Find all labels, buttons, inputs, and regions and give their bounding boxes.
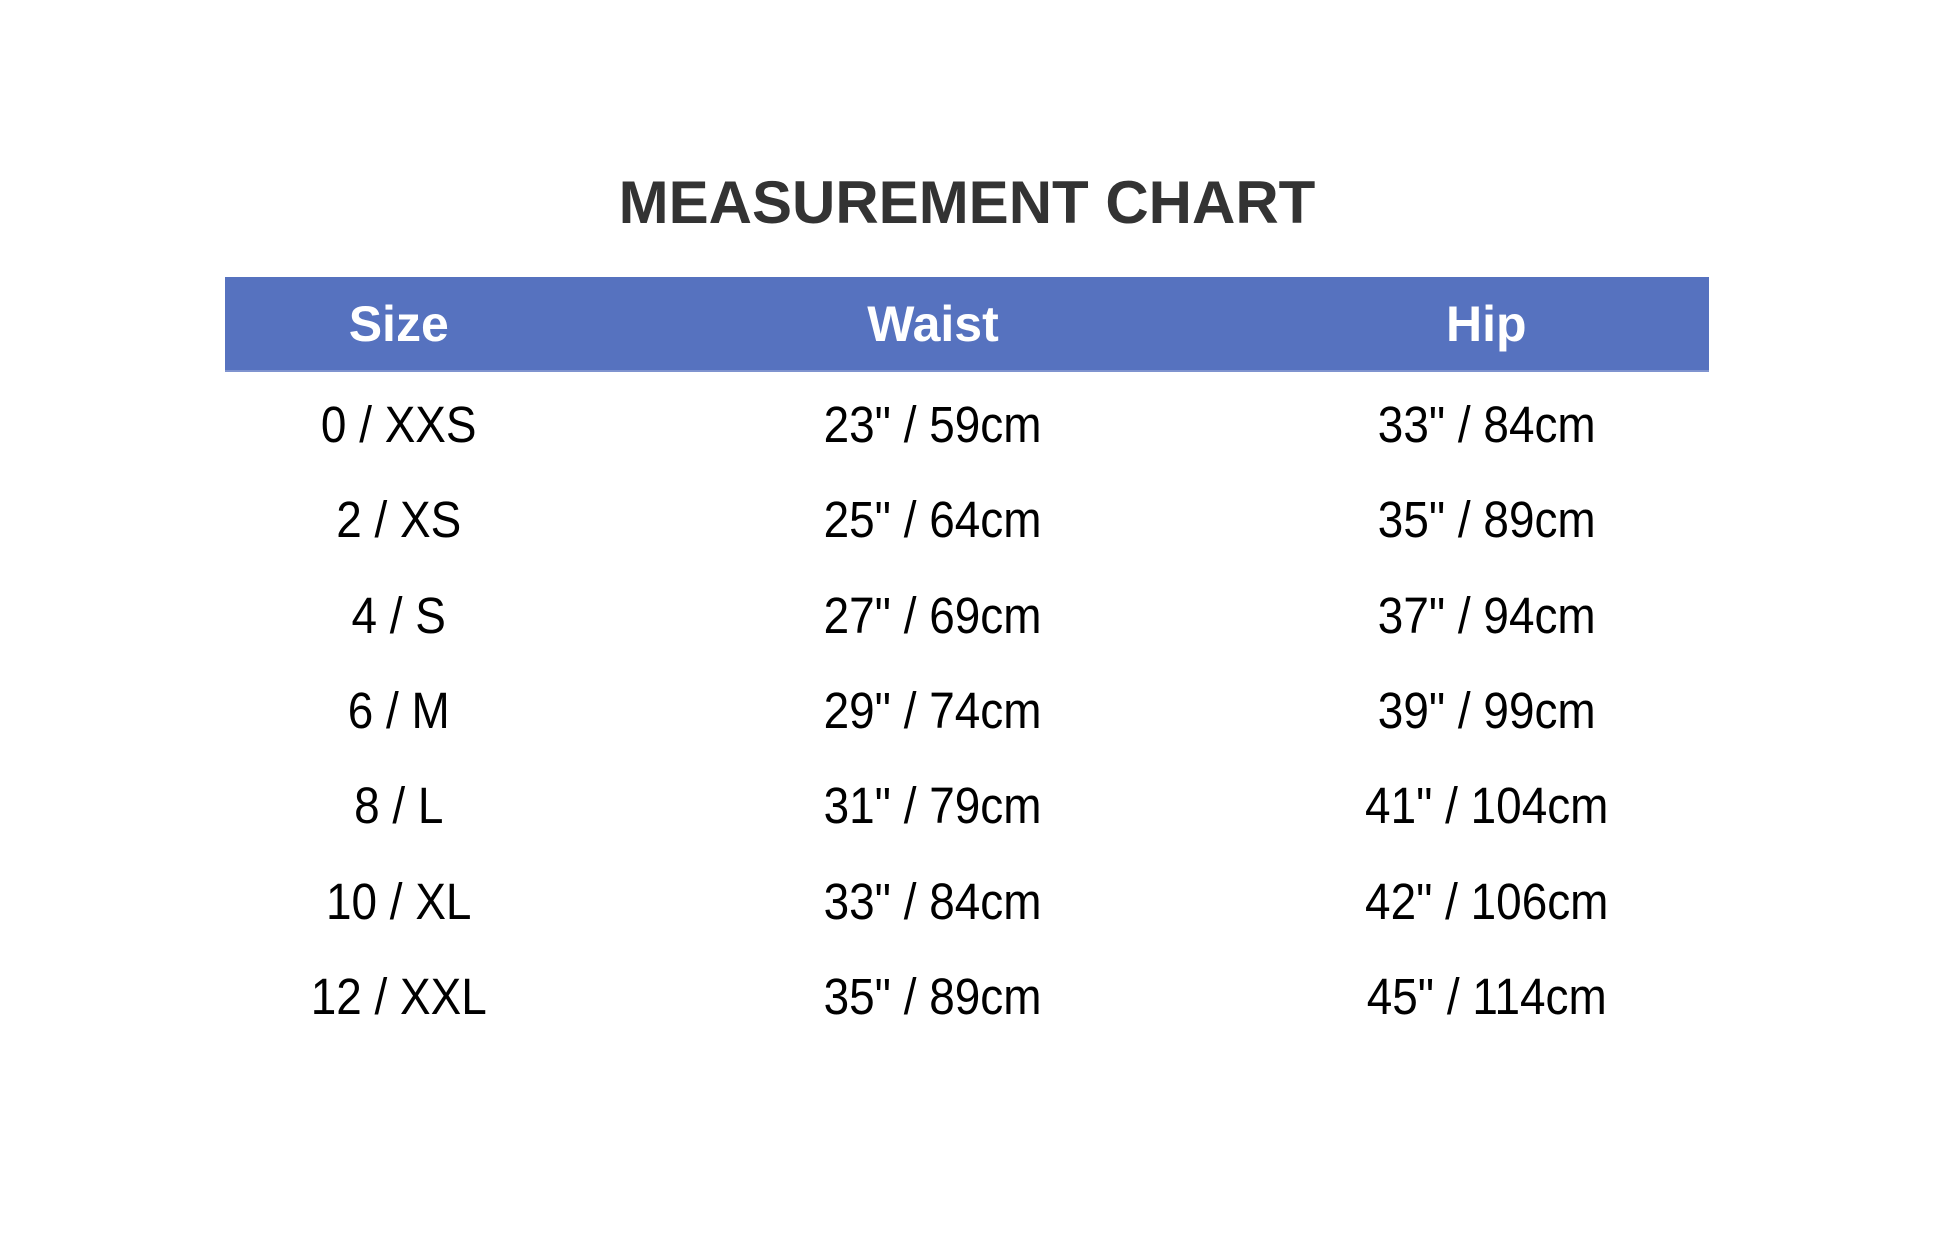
- cell-hip: 41" / 104cm: [1364, 777, 1608, 835]
- cell-waist: 25" / 64cm: [824, 491, 1042, 549]
- header-size: Size: [348, 295, 449, 352]
- cell-waist: 29" / 74cm: [824, 682, 1042, 740]
- table-row: 12 / XXL 35" / 89cm 45" / 114cm: [225, 949, 1709, 1044]
- cell-hip: 33" / 84cm: [1377, 396, 1596, 454]
- table-row: 8 / L 31" / 79cm 41" / 104cm: [225, 758, 1709, 853]
- cell-size: 2 / XS: [336, 491, 462, 549]
- header-waist: Waist: [867, 295, 999, 352]
- cell-hip: 37" / 94cm: [1377, 586, 1596, 644]
- table-row: 10 / XL 33" / 84cm 42" / 106cm: [225, 853, 1709, 948]
- page-title: MEASUREMENT CHART: [618, 169, 1316, 236]
- cell-hip: 35" / 89cm: [1377, 491, 1596, 549]
- table-row: 0 / XXS 23" / 59cm 33" / 84cm: [225, 377, 1709, 472]
- cell-waist: 35" / 89cm: [824, 967, 1042, 1025]
- cell-hip: 39" / 99cm: [1377, 682, 1596, 740]
- cell-waist: 33" / 84cm: [824, 872, 1042, 930]
- cell-hip: 45" / 114cm: [1366, 967, 1607, 1025]
- cell-waist: 27" / 69cm: [824, 586, 1042, 644]
- cell-size: 8 / L: [354, 777, 444, 835]
- cell-hip: 42" / 106cm: [1364, 872, 1608, 930]
- cell-size: 4 / S: [351, 586, 446, 644]
- cell-size: 6 / M: [347, 682, 450, 740]
- header-hip: Hip: [1445, 295, 1527, 352]
- cell-size: 12 / XXL: [310, 967, 487, 1025]
- cell-waist: 23" / 59cm: [824, 396, 1042, 454]
- table-row: 2 / XS 25" / 64cm 35" / 89cm: [225, 472, 1709, 567]
- cell-waist: 31" / 79cm: [824, 777, 1042, 835]
- measurement-table: Size Waist Hip 0 / XXS 23" / 59cm 33" / 84…: [225, 277, 1709, 1044]
- table-header: Size Waist Hip: [225, 277, 1709, 372]
- cell-size: 10 / XL: [326, 872, 472, 930]
- cell-size: 0 / XXS: [320, 396, 477, 454]
- table-body: 0 / XXS 23" / 59cm 33" / 84cm 2 / XS 25" / 6…: [225, 372, 1709, 1044]
- table-row: 4 / S 27" / 69cm 37" / 94cm: [225, 568, 1709, 663]
- table-row: 6 / M 29" / 74cm 39" / 99cm: [225, 663, 1709, 758]
